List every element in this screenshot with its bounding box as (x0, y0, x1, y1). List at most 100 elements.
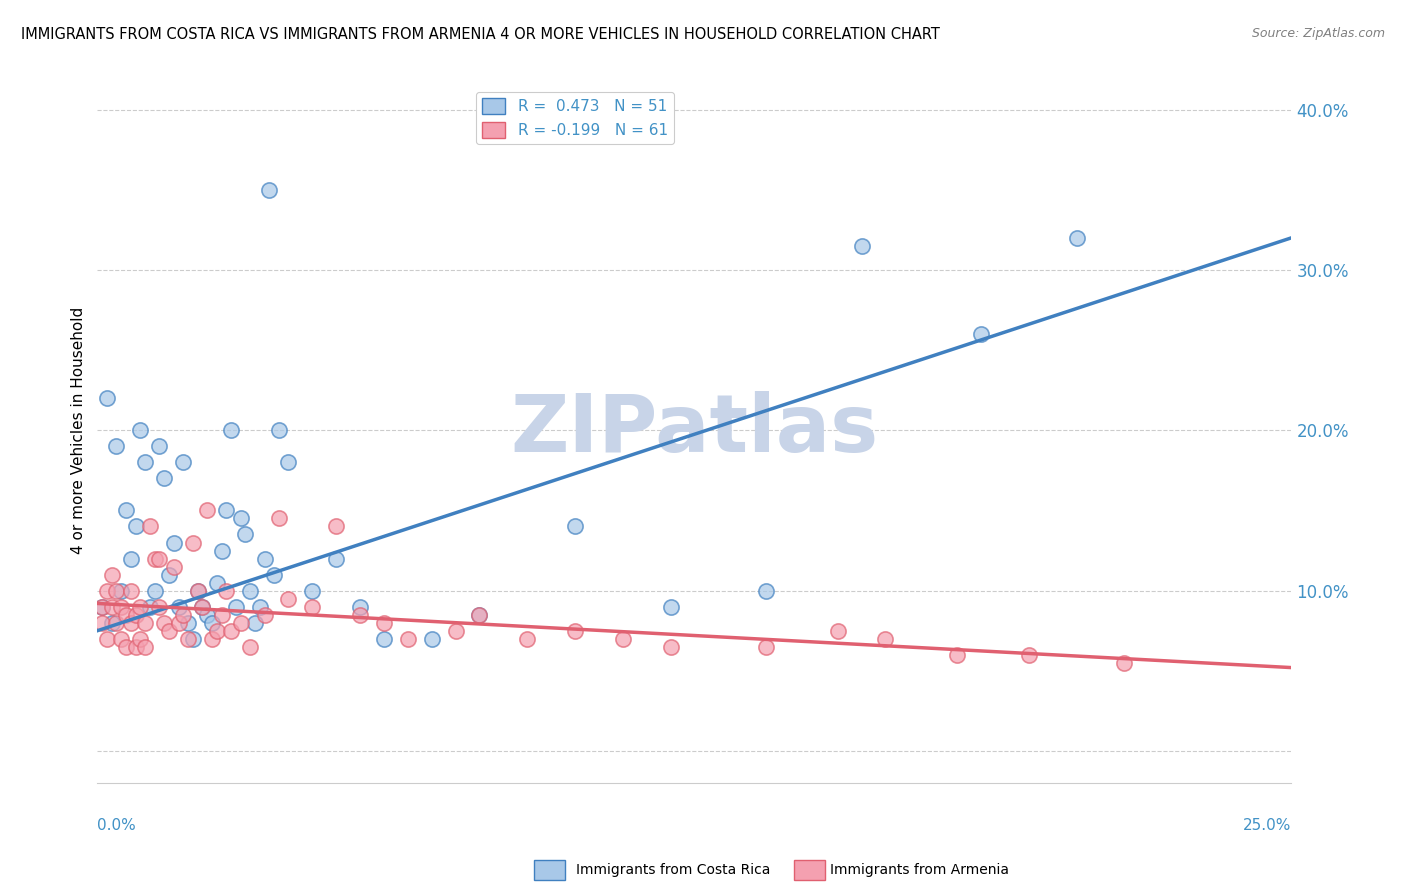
Point (468, 607, 491, 622)
Point (219, 624, 242, 638)
Text: IMMIGRANTS FROM COSTA RICA VS IMMIGRANTS FROM ARMENIA 4 OR MORE VEHICLES IN HOUS: IMMIGRANTS FROM COSTA RICA VS IMMIGRANTS… (21, 27, 941, 42)
Point (239, 583, 262, 598)
Point (249, 599, 271, 614)
Point (229, 511, 252, 525)
Point (755, 640, 778, 654)
Point (96, 583, 118, 598)
Point (564, 624, 586, 638)
Point (420, 632, 443, 646)
Point (91, 599, 114, 614)
Point (91, 615, 114, 630)
Point (167, 615, 190, 630)
Point (153, 615, 176, 630)
Point (124, 640, 146, 654)
Point (172, 607, 194, 622)
Point (105, 583, 128, 598)
Point (827, 624, 849, 638)
Legend: R =  0.473   N = 51, R = -0.199   N = 61: R = 0.473 N = 51, R = -0.199 N = 61 (477, 92, 673, 144)
Y-axis label: 4 or more Vehicles in Household: 4 or more Vehicles in Household (72, 307, 86, 554)
Point (1114, 656, 1136, 670)
Text: 25.0%: 25.0% (1243, 818, 1292, 833)
Point (191, 599, 214, 614)
Point (755, 583, 778, 598)
Point (564, 519, 586, 533)
Point (277, 591, 299, 606)
Point (105, 439, 128, 453)
Point (143, 583, 166, 598)
Point (100, 599, 122, 614)
Point (239, 640, 262, 654)
Point (91, 599, 114, 614)
Point (157, 567, 180, 582)
Point (219, 423, 242, 437)
Point (172, 455, 194, 469)
Point (201, 632, 224, 646)
Point (143, 551, 166, 566)
Point (267, 511, 290, 525)
Point (225, 599, 247, 614)
Point (157, 624, 180, 638)
Point (267, 423, 290, 437)
Point (325, 551, 347, 566)
Point (1018, 648, 1040, 662)
Point (301, 599, 323, 614)
Point (134, 640, 156, 654)
Point (124, 607, 146, 622)
Point (163, 559, 186, 574)
Text: Source: ZipAtlas.com: Source: ZipAtlas.com (1251, 27, 1385, 40)
Point (115, 640, 138, 654)
Text: 0.0%: 0.0% (97, 818, 136, 833)
Text: Immigrants from Armenia: Immigrants from Armenia (830, 863, 1008, 877)
Point (139, 519, 162, 533)
Point (229, 615, 252, 630)
Point (612, 632, 634, 646)
Point (153, 471, 176, 485)
Point (325, 519, 347, 533)
Point (148, 599, 170, 614)
Point (349, 607, 371, 622)
Point (301, 583, 323, 598)
Point (243, 615, 266, 630)
Point (659, 599, 682, 614)
Point (195, 607, 218, 622)
Point (373, 632, 395, 646)
Point (129, 599, 152, 614)
Point (468, 607, 491, 622)
Point (875, 632, 897, 646)
Point (134, 615, 156, 630)
Point (100, 615, 122, 630)
Point (259, 183, 281, 197)
Point (100, 567, 122, 582)
Point (96, 632, 118, 646)
Text: Immigrants from Costa Rica: Immigrants from Costa Rica (576, 863, 770, 877)
Point (129, 423, 152, 437)
Point (215, 503, 238, 517)
Point (115, 607, 138, 622)
Point (110, 632, 132, 646)
Point (851, 239, 873, 253)
Point (120, 583, 142, 598)
Point (148, 551, 170, 566)
Point (211, 607, 233, 622)
Point (139, 599, 162, 614)
Point (349, 599, 371, 614)
Point (205, 575, 228, 590)
Point (134, 455, 156, 469)
Point (263, 567, 285, 582)
Point (201, 615, 224, 630)
Point (187, 583, 209, 598)
Point (115, 503, 138, 517)
Point (96, 391, 118, 405)
Point (195, 503, 218, 517)
Point (177, 615, 200, 630)
Point (970, 326, 993, 341)
Point (181, 632, 204, 646)
Point (211, 543, 233, 558)
Point (659, 640, 682, 654)
Point (205, 624, 228, 638)
Point (191, 599, 214, 614)
Point (181, 535, 204, 549)
Point (177, 632, 200, 646)
Point (148, 439, 170, 453)
Point (120, 615, 142, 630)
